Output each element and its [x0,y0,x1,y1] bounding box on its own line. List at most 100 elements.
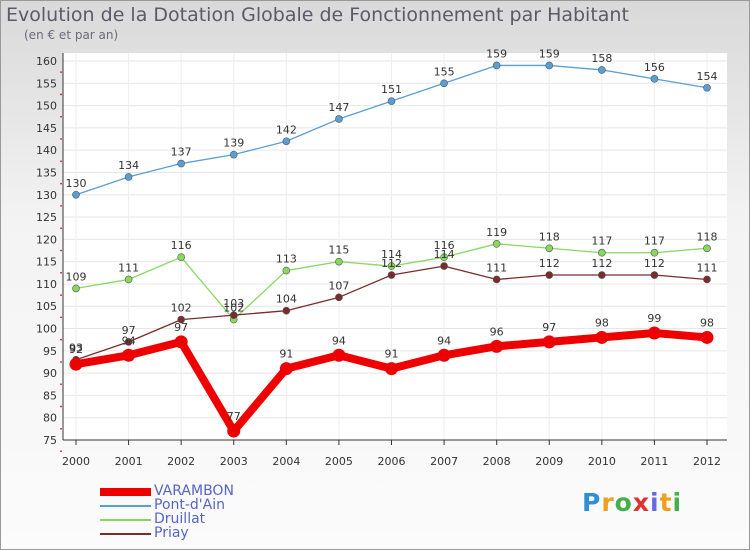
data-label: 116 [171,239,192,252]
legend-label: Druillat [154,511,206,527]
y-tick-label: 90 [43,367,57,380]
data-label: 117 [644,235,665,248]
y-tick-label: 145 [36,122,57,135]
data-label: 92 [69,343,83,356]
data-point [700,330,714,344]
data-point [177,315,185,324]
data-label: 137 [171,146,192,159]
data-label: 97 [122,324,136,337]
y-tick-label: 125 [36,211,57,224]
x-tick-label: 2005 [325,455,353,468]
data-label: 94 [122,334,136,347]
data-point [545,244,554,253]
y-minor-tick [60,405,62,408]
data-point [335,115,343,123]
data-point [282,137,291,146]
y-tick-label: 95 [43,345,57,358]
x-tick-label: 2002 [167,455,195,468]
data-label: 116 [434,239,455,252]
x-tick-label: 2010 [588,455,616,468]
chart-title: Evolution de la Dotation Globale de Fonc… [6,4,629,26]
chart-subtitle: (en € et par an) [24,28,119,42]
data-label: 118 [697,230,718,243]
legend-label: Pont-d'Ain [154,497,225,513]
y-minor-tick [60,294,62,296]
data-point [227,424,241,438]
data-point [335,257,343,266]
x-tick-label: 2001 [115,455,143,468]
y-minor-tick [60,249,62,252]
data-label: 98 [595,316,609,329]
data-point [647,326,661,340]
data-label: 118 [539,230,560,243]
data-point [703,275,711,284]
data-point [177,253,185,261]
data-point [177,159,185,168]
x-tick-label: 2009 [535,455,563,468]
data-label: 158 [591,52,612,65]
data-label: 113 [276,253,297,266]
y-tick-label: 75 [43,434,57,447]
data-label: 104 [276,293,297,306]
data-label: 98 [700,316,714,329]
data-label: 107 [328,279,349,292]
y-minor-tick [60,427,62,430]
y-minor-tick [60,93,62,96]
data-point [492,61,501,70]
y-tick-label: 105 [36,300,57,313]
data-point [229,311,238,319]
data-label: 147 [328,101,349,114]
y-minor-tick [60,160,62,163]
data-point [124,275,133,284]
data-point [490,339,504,353]
x-tick-label: 2012 [693,455,721,468]
data-label: 102 [171,302,192,315]
x-tick-label: 2004 [272,455,300,468]
data-point [72,284,80,293]
y-minor-tick [60,138,62,140]
data-point [650,271,659,279]
data-point [332,348,346,362]
data-point [385,362,398,376]
y-tick-label: 160 [36,55,57,68]
data-label: 117 [591,235,612,248]
data-label: 155 [434,65,455,78]
data-point [440,262,448,270]
data-label: 91 [385,348,399,361]
data-label: 114 [434,248,455,261]
data-label: 159 [486,47,507,60]
y-tick-label: 80 [43,412,57,425]
data-point [595,330,609,344]
data-label: 102 [223,302,244,315]
data-label: 130 [66,177,87,190]
y-tick-label: 85 [43,389,57,402]
proxiti-logo: Proxiti [582,488,683,517]
y-tick-label: 135 [36,166,57,179]
data-label: 134 [118,159,139,172]
data-point [598,271,606,279]
y-tick-label: 120 [36,233,57,246]
data-point [124,173,133,181]
data-point [69,357,83,371]
y-minor-tick [60,115,62,118]
data-label: 111 [118,261,139,274]
data-point [124,338,133,346]
x-tick-label: 2007 [430,455,458,468]
data-point [492,275,501,284]
data-point [335,293,343,302]
data-label: 99 [647,312,661,325]
x-tick-label: 2008 [483,455,511,468]
data-point [545,61,554,70]
data-label: 97 [542,321,556,334]
y-minor-tick [60,383,62,386]
legend-label: Priay [154,525,189,541]
data-point [542,335,556,349]
y-minor-tick [60,450,62,453]
y-minor-tick [60,205,62,207]
data-label: 112 [539,257,560,270]
data-label: 103 [223,297,244,310]
data-label: 119 [486,226,507,239]
legend-label: VARAMBON [154,483,234,499]
x-tick-label: 2011 [640,455,668,468]
data-label: 111 [486,261,507,274]
